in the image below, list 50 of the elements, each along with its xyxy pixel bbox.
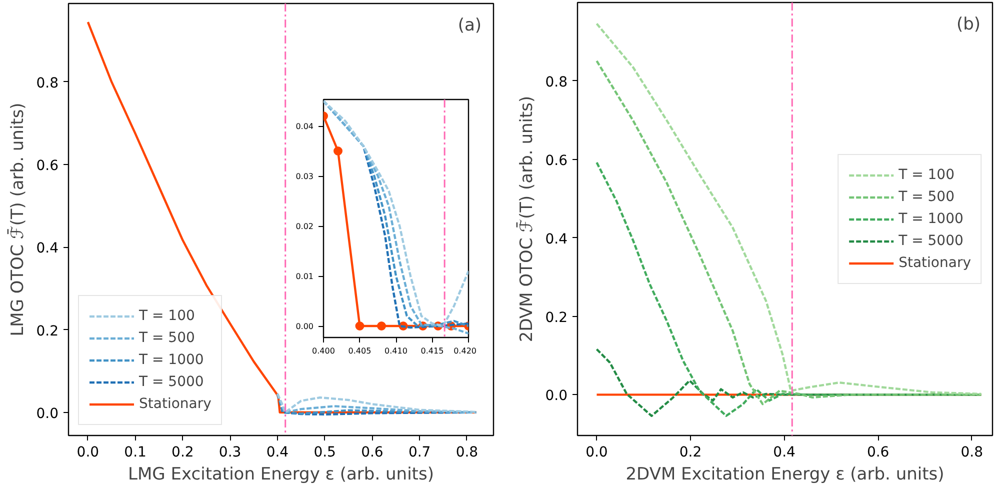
y-tick-label: 0.01 (296, 272, 314, 281)
x-tick-label: 0.1 (124, 444, 146, 460)
x-tick-label: 0.415 (420, 346, 444, 356)
y-tick-label: 0.8 (36, 75, 58, 92)
y-tick-label: 0.6 (545, 152, 568, 169)
legend-label: T = 100 (898, 166, 954, 182)
x-tick-label: 0.8 (456, 444, 478, 460)
y-tick-label: 0.02 (296, 222, 314, 231)
annotation: (b) (956, 14, 981, 34)
annotation: (a) (458, 16, 482, 36)
x-tick-label: 0.5 (314, 444, 336, 460)
x-tick-label: 0.3 (218, 444, 242, 460)
x-tick-label: 0.8 (960, 444, 983, 460)
legend-label: T = 500 (898, 188, 954, 204)
legend-label: Stationary (139, 396, 212, 412)
x-tick-label: 0.6 (361, 444, 384, 460)
y-tick-label: 0.0 (545, 388, 568, 404)
y-tick-label: 0.2 (545, 310, 568, 326)
y-tick-label: 0.0 (36, 406, 58, 422)
x-tick-label: 0.405 (348, 346, 372, 356)
y-tick-label: 0.4 (545, 231, 568, 248)
x-tick-label: 0.420 (454, 346, 477, 356)
y-axis-title: LMG OTOC ℱ̄(T) (arb. units) (7, 102, 28, 336)
x-tick-label: 0.7 (408, 444, 431, 460)
legend-label: T = 5000 (898, 232, 964, 248)
y-axis-title: 2DVM OTOC ℱ̄(T) (arb. units) (516, 96, 538, 342)
y-tick-label: 0.6 (36, 158, 59, 174)
y-tick-label: 0.4 (36, 240, 59, 257)
x-tick-label: 0.4 (773, 444, 796, 460)
legend-label: T = 1000 (139, 352, 204, 368)
y-tick-label: 0.04 (296, 122, 314, 131)
x-tick-label: 0.2 (679, 444, 702, 460)
x-tick-label: 0.2 (172, 444, 194, 460)
legend-label: Stationary (898, 254, 971, 270)
x-axis-title: LMG Excitation Energy ε (arb. units) (128, 464, 434, 484)
x-tick-label: 0.0 (76, 444, 100, 460)
y-tick-label: 0.2 (36, 323, 58, 340)
x-tick-label: 0.6 (866, 444, 890, 460)
x-axis-title: 2DVM Excitation Energy ε (arb. units) (626, 464, 944, 484)
y-tick-label: 0.03 (296, 172, 314, 181)
x-tick-label: 0.400 (312, 346, 335, 356)
legend-label: T = 5000 (139, 374, 204, 390)
legend-label: T = 1000 (898, 210, 964, 226)
x-tick-label: 0.410 (384, 346, 408, 356)
x-tick-label: 0.4 (266, 444, 289, 460)
legend-label: T = 100 (139, 308, 195, 324)
x-tick-label: 0.0 (586, 444, 608, 460)
y-tick-label: 0.8 (545, 74, 568, 90)
y-tick-label: 0.00 (296, 322, 314, 331)
legend-label: T = 500 (139, 330, 195, 346)
